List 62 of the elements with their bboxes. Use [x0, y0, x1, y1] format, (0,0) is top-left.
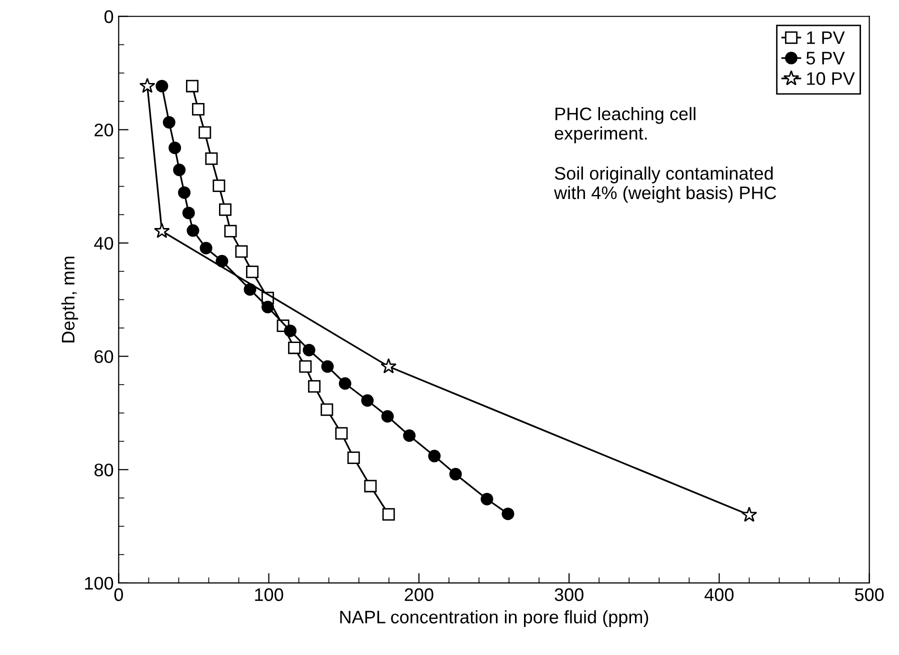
legend-label: 1 PV [807, 31, 845, 44]
point [244, 283, 256, 296]
point [192, 103, 204, 116]
point [139, 78, 156, 93]
y-tick-label: 40 [94, 236, 114, 250]
point [262, 300, 274, 314]
point [205, 152, 218, 165]
y-tick-label: 60 [94, 350, 114, 364]
point [338, 377, 352, 390]
point [156, 80, 168, 92]
y-tick-label: 20 [94, 124, 114, 136]
point [308, 380, 321, 393]
point [212, 180, 226, 192]
point [321, 360, 334, 373]
x-axis-title: NAPL concentration in pore fluid (ppm) [340, 610, 648, 628]
point [480, 492, 494, 506]
point [224, 224, 237, 238]
point [320, 403, 334, 416]
point [186, 80, 198, 92]
x-tick-label: 0 [114, 588, 123, 602]
point [162, 116, 176, 129]
legend-label: 10 PV [807, 72, 855, 85]
point [200, 242, 212, 254]
point [361, 394, 374, 407]
point [449, 468, 462, 480]
point [219, 203, 232, 216]
point [216, 254, 228, 268]
y-tick-label: 0 [104, 10, 114, 24]
y-tick-label: 100 [85, 576, 114, 590]
point [246, 266, 259, 278]
point [178, 186, 191, 199]
point [168, 142, 182, 154]
point [364, 480, 377, 492]
x-tick-label: 100 [255, 588, 284, 602]
annotation: PHC leaching cell experiment. [554, 107, 696, 144]
point [186, 224, 200, 237]
x-tick-label: 300 [554, 588, 584, 602]
point [302, 344, 316, 356]
annotation: Soil originally contaminated with 4% (weight basis) PHC [554, 166, 776, 203]
legend-label: 5 PV [806, 52, 845, 65]
point [741, 506, 758, 522]
point [347, 451, 360, 464]
point [382, 508, 395, 521]
point [428, 450, 441, 462]
point [335, 427, 348, 440]
point [235, 245, 248, 258]
x-tick-label: 200 [404, 588, 434, 602]
point [380, 358, 397, 374]
point [403, 429, 416, 442]
y-tick-label: 80 [94, 464, 114, 476]
y-axis-title: Depth, mm [61, 256, 78, 342]
point [182, 206, 195, 220]
point [154, 222, 170, 238]
x-tick-label: 400 [704, 588, 734, 602]
point [288, 342, 301, 354]
point [381, 410, 394, 423]
point [299, 360, 312, 373]
point [198, 126, 212, 139]
point [502, 508, 514, 520]
point [173, 164, 186, 176]
x-tick-label: 500 [854, 588, 884, 602]
point [284, 324, 297, 338]
